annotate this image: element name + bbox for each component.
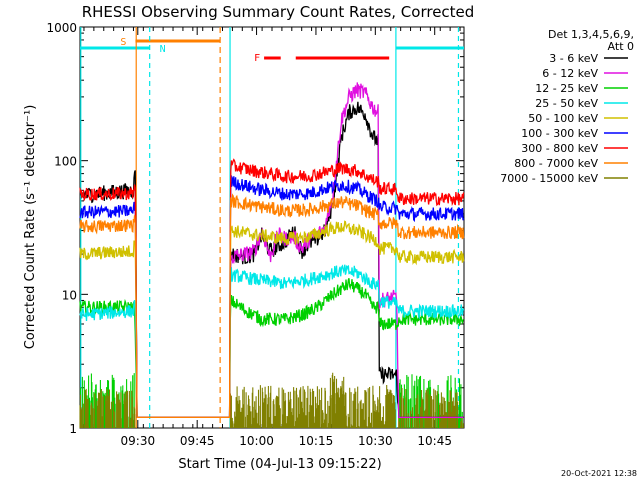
bg-spikes-7000-15000 — [229, 385, 396, 428]
x-tick-label: 09:30 — [121, 434, 156, 448]
series-line-1 — [228, 82, 464, 419]
plot-frame — [79, 26, 465, 429]
x-tick-label: 10:30 — [358, 434, 393, 448]
y-tick-label: 10 — [62, 288, 77, 302]
y-tick-label: 1 — [69, 422, 77, 436]
x-tick-label: 09:45 — [180, 434, 215, 448]
y-tick-label: 100 — [54, 155, 77, 169]
bg-spikes-7000-15000 — [79, 388, 136, 428]
legend-label: 6 - 12 keV — [542, 67, 598, 80]
legend-label: 50 - 100 keV — [528, 112, 598, 125]
legend-label: 100 - 300 keV — [521, 127, 598, 140]
series-line-5 — [79, 174, 465, 419]
legend-label: 300 - 800 keV — [521, 142, 598, 155]
annotation-s: S — [120, 37, 126, 48]
footer-timestamp: 20-Oct-2021 12:38 — [561, 469, 637, 478]
x-tick-label: 10:00 — [239, 434, 274, 448]
legend-label: 3 - 6 keV — [549, 52, 598, 65]
legend-label: 800 - 7000 keV — [514, 157, 598, 170]
chart-title: RHESSI Observing Summary Count Rates, Co… — [82, 3, 475, 21]
legend-title: Att 0 — [608, 40, 634, 53]
legend-label: 12 - 25 keV — [535, 82, 598, 95]
x-tick-label: 10:45 — [417, 434, 452, 448]
x-tick-label: 10:15 — [299, 434, 334, 448]
bg-spikes-7000-15000 — [329, 372, 345, 428]
annotation-f: F — [254, 53, 260, 64]
y-axis-label: Corrected Count Rate (s⁻¹ detector⁻¹) — [23, 105, 38, 350]
series-line-7 — [79, 193, 465, 419]
x-axis-label: Start Time (04-Jul-13 09:15:22) — [178, 457, 381, 472]
legend: Det 1,3,4,5,6,9,Att 0 3 - 6 keV 6 - 12 keV… — [500, 28, 634, 185]
series-line-6 — [79, 158, 465, 419]
legend-label: 7000 - 15000 keV — [500, 172, 598, 185]
y-tick-label: 1000 — [46, 21, 77, 35]
legend-label: 25 - 50 keV — [535, 97, 598, 110]
legend-title: Det 1,3,4,5,6,9, — [548, 28, 634, 41]
annotation-n: N — [160, 44, 166, 55]
